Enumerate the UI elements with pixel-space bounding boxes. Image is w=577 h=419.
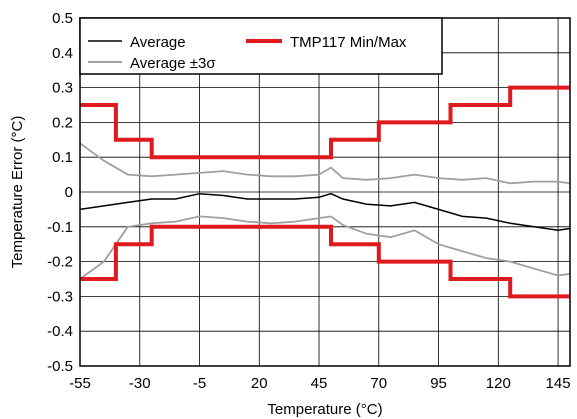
series-average-3: [79, 142, 571, 185]
legend-label-average-3sigma: Average ±3σ: [130, 55, 216, 72]
x-tick-label: 45: [311, 375, 328, 392]
y-axis-title: Temperature Error (°C): [9, 116, 26, 269]
x-tick-label: 20: [251, 375, 268, 392]
y-tick-label: 0.3: [52, 80, 73, 97]
series-average-3-lower: [79, 215, 571, 280]
x-axis-title: Temperature (°C): [267, 401, 382, 418]
y-tick-label: -0.5: [47, 358, 73, 375]
x-tick-label: 70: [370, 375, 387, 392]
x-tick-labels: -55 -30 -5 20 45 70 95 120 145: [69, 375, 570, 392]
y-tick-label: -0.3: [47, 288, 73, 305]
y-tick-label: -0.1: [47, 219, 73, 236]
series-layer: [79, 85, 571, 299]
y-tick-labels: -0.5 -0.4 -0.3 -0.2 -0.1 0 0.1 0.2 0.3 0.4 0.5: [47, 10, 73, 375]
legend-label-tmp117-min-max: TMP117 Min/Max: [290, 34, 407, 51]
legend-label-average: Average: [130, 34, 186, 51]
y-tick-label: 0.2: [52, 114, 73, 131]
x-tick-label: -55: [69, 375, 91, 392]
y-tick-label: -0.2: [47, 254, 73, 271]
series-average: [79, 192, 571, 232]
series-tmp117-min-max: [80, 85, 570, 160]
y-tick-label: -0.4: [47, 323, 73, 340]
x-tick-label: 145: [546, 375, 571, 392]
series-tmp117-min-max-lower: [80, 224, 570, 299]
y-tick-label: 0.5: [52, 10, 73, 27]
y-tick-label: 0.4: [52, 45, 73, 62]
legend: Average Average ±3σ TMP117 Min/Max: [79, 17, 443, 75]
y-tick-label: 0: [65, 184, 73, 201]
x-tick-label: -5: [193, 375, 206, 392]
legend-box: [79, 17, 443, 75]
y-tick-label: 0.1: [52, 149, 73, 166]
x-tick-label: -30: [129, 375, 151, 392]
x-tick-label: 95: [430, 375, 447, 392]
x-tick-label: 120: [486, 375, 511, 392]
